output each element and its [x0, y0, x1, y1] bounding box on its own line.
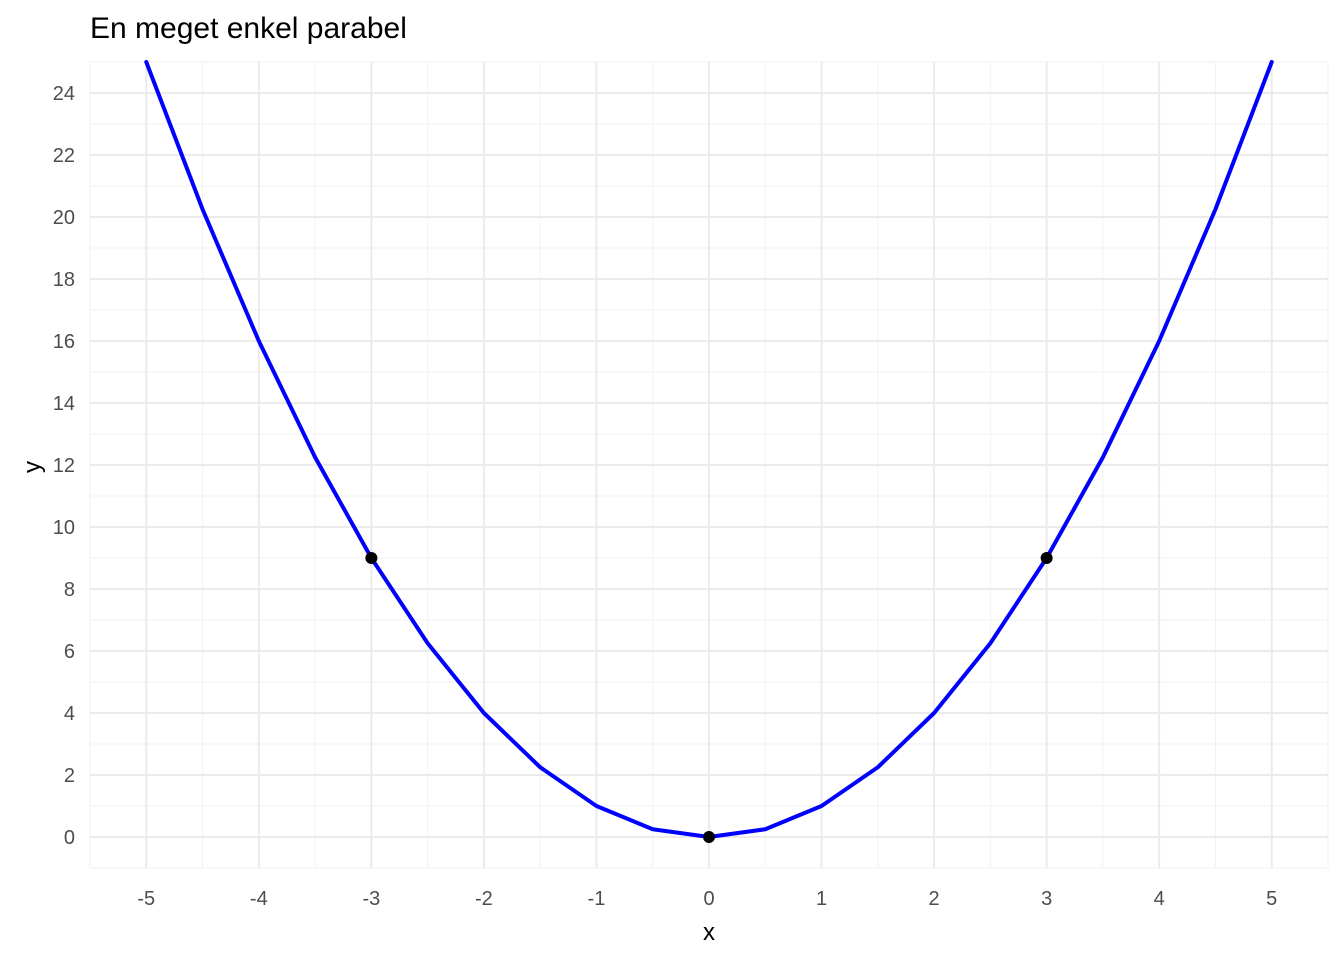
data-point: [365, 552, 378, 564]
x-axis-tick-labels: -5 -4 -3 -2 -1 0 1 2 3 4 5: [137, 888, 1277, 910]
data-point: [1040, 552, 1053, 564]
y-tick-label: 10: [53, 517, 75, 539]
y-tick-label: 8: [64, 579, 75, 601]
y-tick-label: 4: [64, 703, 75, 725]
x-tick-label: 1: [816, 888, 827, 910]
x-tick-label: 5: [1266, 888, 1277, 910]
y-axis-label: y: [19, 461, 46, 473]
y-tick-label: 12: [53, 455, 75, 477]
x-tick-label: -2: [475, 888, 493, 910]
x-tick-label: 2: [929, 888, 940, 910]
y-tick-label: 22: [53, 145, 75, 167]
y-tick-label: 18: [53, 269, 75, 291]
x-tick-label: -1: [588, 888, 606, 910]
y-tick-label: 2: [64, 765, 75, 787]
x-tick-label: -4: [250, 888, 268, 910]
y-tick-label: 16: [53, 331, 75, 353]
x-tick-label: -5: [137, 888, 155, 910]
series-layer: [144, 60, 1274, 843]
x-tick-label: 0: [703, 888, 714, 910]
x-tick-label: 4: [1154, 888, 1165, 910]
x-tick-label: -3: [362, 888, 380, 910]
y-tick-label: 0: [64, 827, 75, 849]
data-point: [703, 831, 715, 843]
x-tick-label: 3: [1041, 888, 1052, 910]
y-tick-label: 24: [53, 83, 75, 105]
major-gridlines: [90, 62, 1328, 868]
y-tick-label: 6: [64, 641, 75, 663]
chart-title: En meget enkel parabel: [90, 12, 407, 45]
y-tick-label: 20: [53, 207, 75, 229]
x-axis-label: x: [703, 919, 715, 946]
y-tick-label: 14: [53, 393, 75, 415]
